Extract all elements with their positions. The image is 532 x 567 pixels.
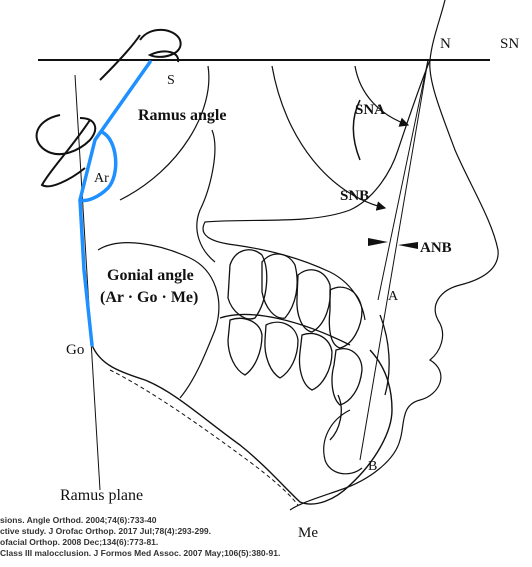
chin-detail <box>323 409 363 475</box>
gonial-angle-arc <box>97 242 220 399</box>
label-go: Go <box>66 342 84 358</box>
label-gonial-angle-formula: (Ar · Go · Me) <box>100 289 198 306</box>
reference-line: ctive study. J Orofac Orthop. 2017 Jul;7… <box>0 526 212 536</box>
sna-arc <box>354 65 410 127</box>
ramus-front <box>196 129 216 263</box>
label-n: N <box>440 36 451 52</box>
soft-tissue-profile <box>289 0 499 511</box>
scribble-5 <box>352 99 361 161</box>
mandible-dashed <box>109 369 299 506</box>
ramus-plane-line <box>74 74 101 491</box>
scribble-2 <box>35 114 97 156</box>
mandible-outline <box>91 344 393 505</box>
label-sn: SN <box>500 36 519 52</box>
teeth <box>219 249 390 441</box>
cranial-outline <box>202 59 431 321</box>
label-b: B <box>368 459 377 474</box>
label-snb: SNB <box>340 188 369 204</box>
reference-line: Class III malocclusion. J Formos Med Ass… <box>0 548 281 558</box>
label-ramus-plane: Ramus plane <box>60 487 143 504</box>
label-anb: ANB <box>420 240 452 256</box>
na-line <box>377 59 429 301</box>
scribble-3 <box>40 119 91 188</box>
label-me: Me <box>298 525 318 541</box>
label-s: S <box>167 73 175 88</box>
anb-marker-2 <box>398 242 418 249</box>
reference-line: sions. Angle Orthod. 2004;74(6):733-40 <box>0 515 157 525</box>
label-gonial-angle: Gonial angle <box>107 267 194 284</box>
reference-list: sions. Angle Orthod. 2004;74(6):733-40 c… <box>0 515 532 559</box>
scribble-1 <box>139 28 182 63</box>
nb-line <box>359 59 429 461</box>
reference-line: ofacial Orthop. 2008 Dec;134(6):773-81. <box>0 537 159 547</box>
anb-marker <box>368 238 388 246</box>
label-a: A <box>388 289 399 304</box>
label-ramus-angle: Ramus angle <box>138 107 226 124</box>
ramus-angle-arc <box>119 65 210 201</box>
snb-arc <box>271 65 387 211</box>
scribble-4 <box>99 34 141 81</box>
label-sna: SNA <box>355 102 385 118</box>
ramus-highlight <box>78 60 152 347</box>
label-ar: Ar <box>94 171 109 186</box>
